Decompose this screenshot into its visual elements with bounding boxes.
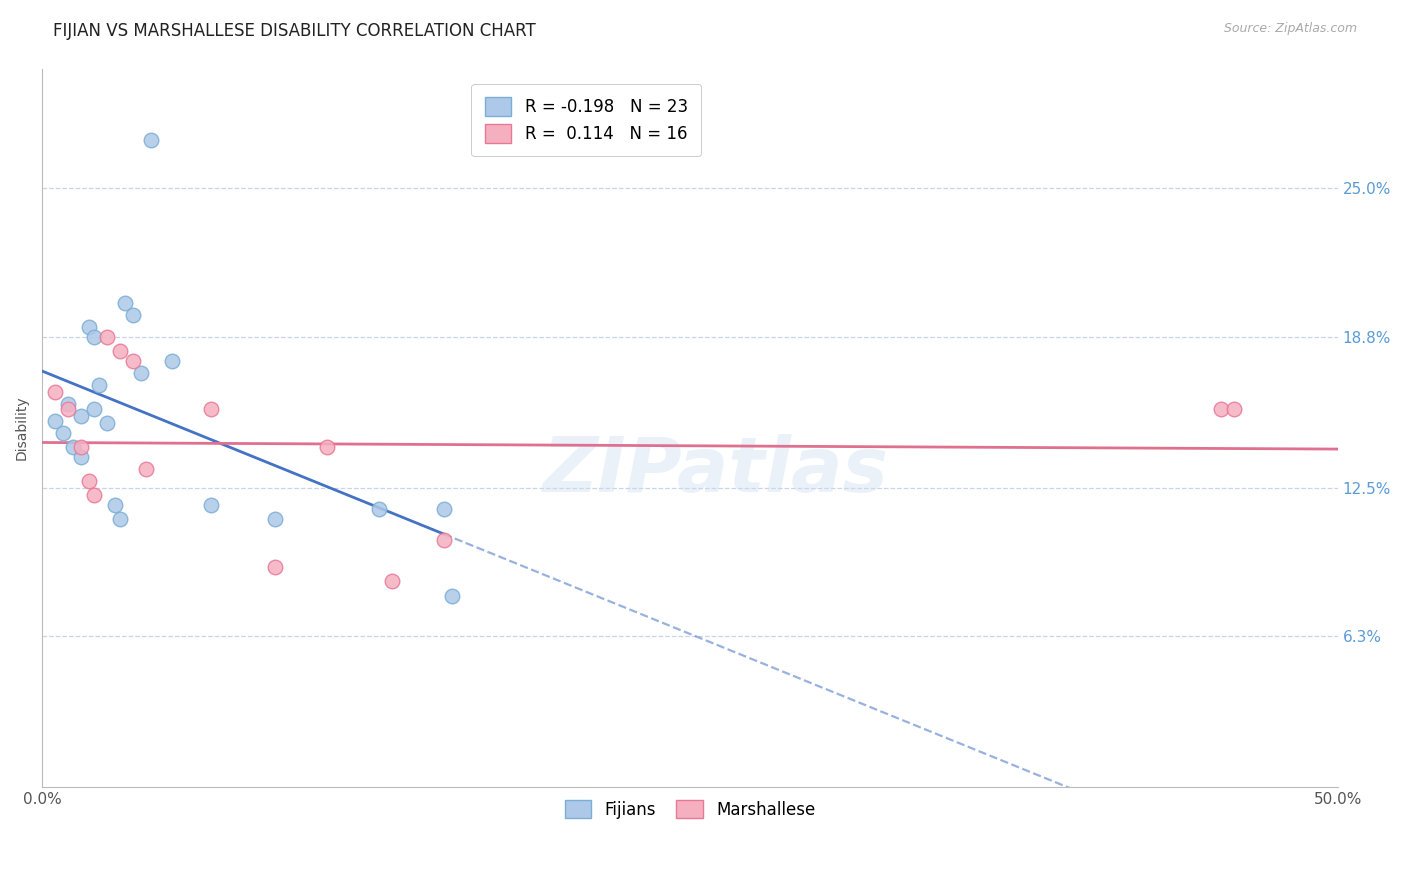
Point <box>1223 401 1246 416</box>
Point <box>77 320 100 334</box>
Point <box>200 498 222 512</box>
Text: ZIPatlas: ZIPatlas <box>543 434 889 508</box>
Point <box>139 133 162 147</box>
Point <box>62 440 84 454</box>
Point <box>83 401 105 416</box>
Point <box>96 330 118 344</box>
Point <box>70 440 93 454</box>
Point <box>44 414 66 428</box>
Point <box>264 559 287 574</box>
Point <box>160 353 183 368</box>
Point <box>89 377 111 392</box>
Point <box>77 474 100 488</box>
Point <box>381 574 404 589</box>
Point <box>52 425 75 440</box>
Point <box>316 440 339 454</box>
Point <box>70 409 93 423</box>
Point <box>114 296 136 310</box>
Point <box>135 461 157 475</box>
Point <box>129 366 152 380</box>
Point <box>104 498 127 512</box>
Point <box>440 589 463 603</box>
Point <box>83 330 105 344</box>
Point <box>122 353 145 368</box>
Text: Source: ZipAtlas.com: Source: ZipAtlas.com <box>1223 22 1357 36</box>
Point <box>433 502 456 516</box>
Point <box>108 344 131 359</box>
Point <box>368 502 391 516</box>
Legend: Fijians, Marshallese: Fijians, Marshallese <box>558 794 823 826</box>
Text: FIJIAN VS MARSHALLESE DISABILITY CORRELATION CHART: FIJIAN VS MARSHALLESE DISABILITY CORRELA… <box>53 22 536 40</box>
Point <box>433 533 456 548</box>
Point <box>264 512 287 526</box>
Point <box>70 450 93 464</box>
Point <box>122 308 145 322</box>
Point <box>83 488 105 502</box>
Point <box>200 401 222 416</box>
Point <box>44 384 66 399</box>
Point <box>1211 401 1233 416</box>
Point <box>96 416 118 430</box>
Point <box>108 512 131 526</box>
Y-axis label: Disability: Disability <box>15 395 30 460</box>
Point <box>56 397 79 411</box>
Point <box>56 401 79 416</box>
